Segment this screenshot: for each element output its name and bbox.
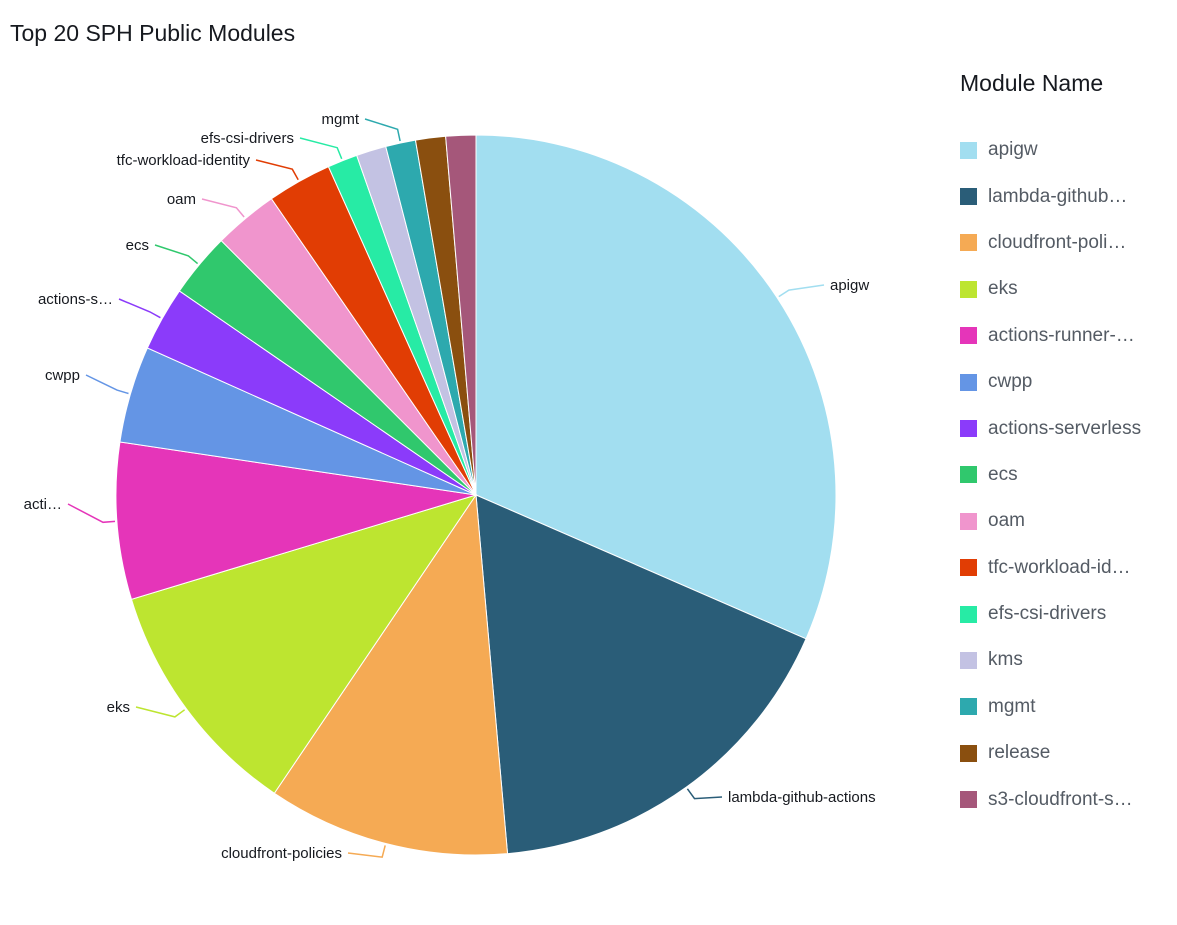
legend: Module Name apigw lambda-github… cloudfron…	[960, 70, 1175, 823]
leader-line-oam	[201, 198, 245, 218]
legend-item-lambda-github-actions[interactable]: lambda-github…	[960, 173, 1175, 219]
leader-line-actions-runner-	[67, 503, 116, 524]
legend-label: s3-cloudfront-s…	[988, 788, 1133, 810]
legend-swatch	[960, 466, 977, 484]
legend-item-cwpp[interactable]: cwpp	[960, 359, 1175, 405]
legend-items: apigw lambda-github… cloudfront-poli… eks ac…	[960, 127, 1175, 823]
slice-label-actions-runner-: acti…	[24, 496, 62, 513]
legend-label: actions-runner-…	[988, 324, 1135, 346]
legend-swatch	[960, 420, 977, 438]
pie-slice-actions-runner-[interactable]	[115, 441, 477, 600]
legend-item-mgmt[interactable]: mgmt	[960, 684, 1175, 730]
legend-item-actions-runner-[interactable]: actions-runner-…	[960, 313, 1175, 359]
legend-swatch	[960, 234, 977, 252]
legend-item-efs-csi-drivers[interactable]: efs-csi-drivers	[960, 591, 1175, 637]
legend-swatch	[960, 327, 977, 345]
leader-line-apigw	[778, 284, 825, 298]
pie-slice-cloudfront-policies[interactable]	[273, 493, 509, 856]
chart-title: Top 20 SPH Public Modules	[10, 20, 296, 46]
pie-slice-apigw[interactable]	[475, 134, 837, 640]
pie-slice-lambda-github-actions[interactable]	[475, 494, 807, 855]
leader-line-ecs	[154, 244, 199, 265]
legend-item-oam[interactable]: oam	[960, 498, 1175, 544]
legend-label: ecs	[988, 463, 1018, 485]
slice-labels: apigw lambda-github-actions cloudfront-pol…	[24, 111, 876, 862]
pie-slice-eks[interactable]	[130, 494, 478, 794]
legend-item-tfc-workload-identity[interactable]: tfc-workload-id…	[960, 545, 1175, 591]
slice-label-mgmt: mgmt	[322, 111, 360, 128]
legend-label: cloudfront-poli…	[988, 231, 1127, 253]
legend-label: cwpp	[988, 371, 1033, 393]
leader-line-eks	[135, 706, 186, 718]
legend-label: mgmt	[988, 695, 1036, 717]
slice-label-actions-serverless: actions-s…	[38, 291, 113, 308]
slice-label-lambda-github-actions: lambda-github-actions	[728, 789, 876, 806]
legend-label: apigw	[988, 139, 1038, 161]
slice-label-cwpp: cwpp	[45, 367, 80, 384]
legend-swatch	[960, 280, 977, 298]
legend-item-kms[interactable]: kms	[960, 637, 1175, 683]
leader-line-tfc-workload-identity	[255, 159, 299, 181]
legend-swatch	[960, 188, 977, 206]
leader-lines	[67, 118, 825, 858]
legend-swatch	[960, 651, 977, 669]
legend-item-s3-cloudfront-s[interactable]: s3-cloudfront-s…	[960, 776, 1175, 822]
slice-label-efs-csi-drivers: efs-csi-drivers	[201, 130, 294, 147]
slice-label-apigw: apigw	[830, 277, 869, 294]
leader-line-cwpp	[85, 374, 129, 395]
legend-swatch	[960, 141, 977, 159]
legend-label: efs-csi-drivers	[988, 603, 1107, 625]
legend-item-actions-serverless[interactable]: actions-serverless	[960, 405, 1175, 451]
legend-swatch	[960, 512, 977, 530]
leader-line-cloudfront-policies	[347, 845, 386, 858]
legend-label: release	[988, 742, 1051, 764]
legend-item-cloudfront-policies[interactable]: cloudfront-poli…	[960, 220, 1175, 266]
legend-title: Module Name	[960, 70, 1104, 96]
leader-line-actions-serverless	[118, 298, 161, 319]
legend-item-release[interactable]: release	[960, 730, 1175, 776]
pie-chart: apigw lambda-github-actions cloudfront-pol…	[24, 111, 876, 862]
slice-label-cloudfront-policies: cloudfront-policies	[221, 845, 342, 862]
legend-swatch	[960, 605, 977, 623]
legend-swatch	[960, 791, 977, 809]
pie-slice-s3-cloudfront-s[interactable]	[445, 134, 477, 496]
legend-swatch	[960, 373, 977, 391]
legend-swatch	[960, 744, 977, 762]
legend-label: actions-serverless	[988, 417, 1142, 439]
legend-item-eks[interactable]: eks	[960, 266, 1175, 312]
slice-label-ecs: ecs	[126, 237, 149, 254]
legend-swatch	[960, 559, 977, 577]
slice-label-eks: eks	[107, 699, 130, 716]
legend-item-ecs[interactable]: ecs	[960, 452, 1175, 498]
legend-label: oam	[988, 510, 1025, 532]
legend-item-apigw[interactable]: apigw	[960, 127, 1175, 173]
leader-line-efs-csi-drivers	[299, 137, 343, 160]
pie-slices	[115, 134, 837, 856]
slice-label-tfc-workload-identity: tfc-workload-identity	[117, 152, 251, 169]
legend-label: tfc-workload-id…	[988, 556, 1131, 578]
legend-label: kms	[988, 649, 1023, 671]
legend-label: eks	[988, 278, 1018, 300]
legend-swatch	[960, 698, 977, 716]
legend-label: lambda-github…	[988, 185, 1128, 207]
slice-label-oam: oam	[167, 191, 196, 208]
leader-line-mgmt	[364, 118, 401, 142]
leader-line-lambda-github-actions	[686, 788, 723, 800]
